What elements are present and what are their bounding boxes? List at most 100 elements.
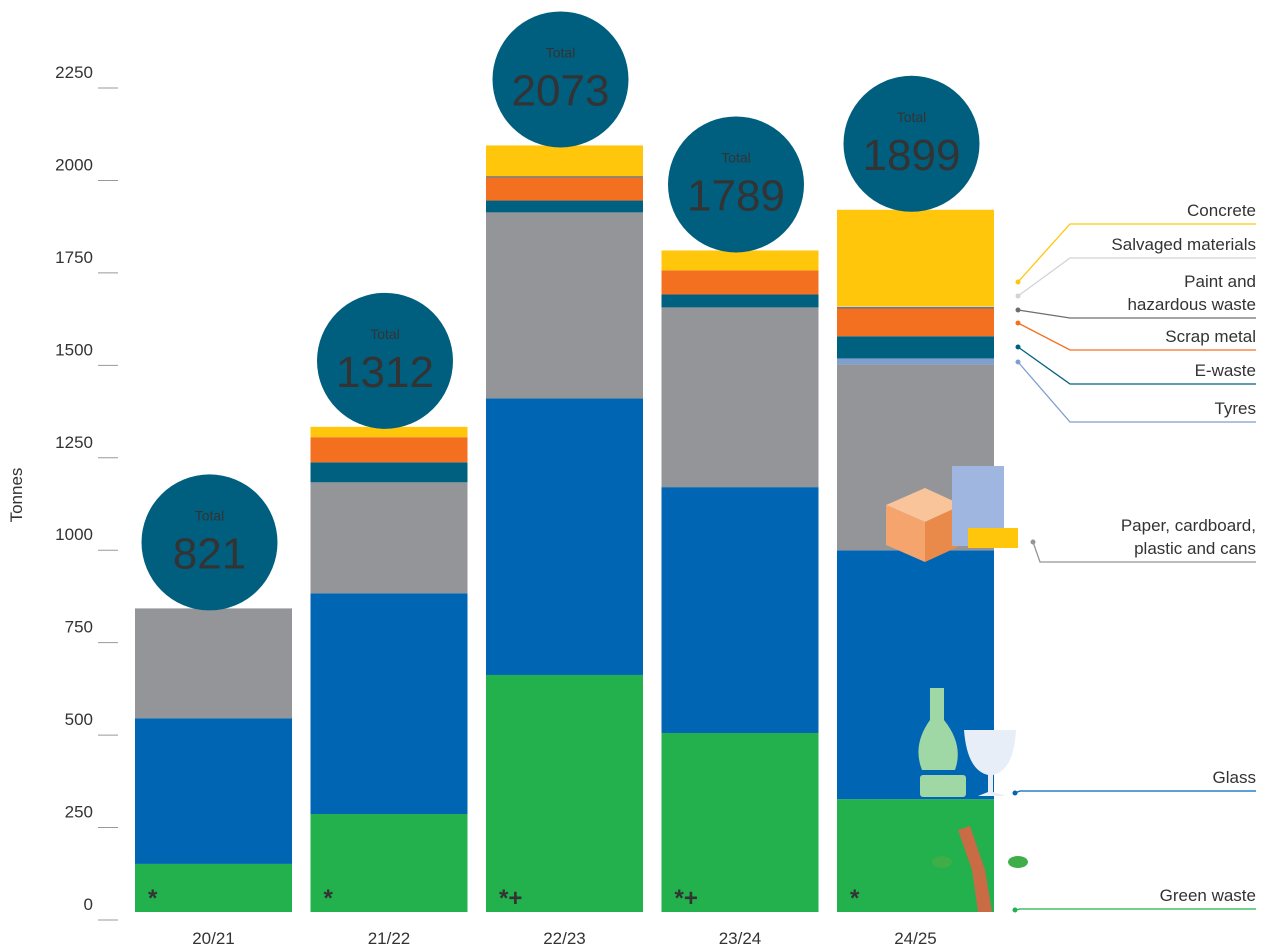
bar-segment — [135, 863, 292, 912]
total-badge — [492, 11, 629, 148]
bar-segment — [135, 608, 292, 719]
total-badge — [668, 116, 804, 253]
bar-segment — [837, 336, 994, 359]
bar-segment — [837, 307, 994, 309]
y-tick-label: 2250 — [55, 63, 93, 82]
y-tick-label: 500 — [65, 710, 93, 729]
total-badge — [141, 474, 278, 611]
legend-dot — [1015, 320, 1021, 326]
bar-segment — [661, 294, 819, 308]
total-caption: Total — [370, 326, 400, 342]
leaf-icon — [932, 856, 952, 868]
legend-label: Tyres — [1214, 399, 1256, 418]
total-caption: Total — [546, 44, 576, 60]
bar-segment — [310, 462, 468, 483]
bar-segment — [486, 398, 643, 675]
x-tick-label: 20/21 — [192, 929, 235, 948]
x-tick-label: 21/22 — [368, 929, 411, 948]
legend-label: Salvaged materials — [1111, 235, 1256, 254]
bar-segment — [486, 145, 643, 177]
bar-segment — [661, 733, 819, 912]
footnote-mark: * — [850, 885, 860, 912]
y-tick-label: 250 — [65, 803, 93, 822]
bar-segment — [135, 718, 292, 864]
bar-segment — [837, 308, 994, 337]
x-tick-label: 22/23 — [543, 929, 586, 948]
legend-leader — [1017, 346, 1256, 385]
footnote-mark: * — [148, 885, 158, 912]
bar-segment — [486, 176, 643, 178]
legend-leader — [1017, 361, 1256, 423]
legend-label: Scrap metal — [1165, 327, 1256, 346]
legend-leader — [1017, 257, 1256, 297]
footnote-mark: * — [324, 885, 334, 912]
footnote-mark: *+ — [499, 885, 522, 912]
y-tick-label: 1250 — [55, 433, 93, 452]
icons — [886, 466, 1028, 912]
bar-segment — [310, 593, 468, 815]
legend-dot — [1015, 359, 1021, 365]
total-value: 1899 — [863, 131, 961, 180]
bar-segment — [310, 437, 468, 463]
bar-segment — [837, 209, 994, 307]
leaf-icon — [1008, 856, 1028, 868]
bar-segment — [837, 550, 994, 800]
bar-segment — [837, 306, 994, 308]
legend-leader — [1014, 790, 1256, 794]
y-tick-label: 1750 — [55, 248, 93, 267]
total-value: 1312 — [336, 348, 434, 397]
total-badge — [317, 292, 453, 429]
bar-segment — [486, 674, 643, 912]
x-tick-label: 24/25 — [894, 929, 937, 948]
bar-segment — [310, 482, 468, 594]
legend-leader — [1017, 223, 1256, 283]
y-tick-label: 1000 — [55, 525, 93, 544]
y-tick-label: 0 — [84, 895, 93, 914]
total-value: 821 — [173, 529, 246, 578]
bar-segment — [661, 487, 819, 734]
bar-segment — [486, 177, 643, 201]
legend-dot — [1030, 539, 1036, 545]
legend-dot — [1015, 293, 1021, 299]
legend-dot — [1012, 790, 1018, 796]
legend-leader — [1017, 322, 1256, 351]
legend-dot — [1015, 307, 1021, 313]
legend-leader — [1014, 908, 1256, 911]
y-tick-label: 750 — [65, 618, 93, 637]
bottle-base — [920, 775, 966, 797]
glass-icon — [964, 730, 1016, 796]
legend-dot — [1015, 344, 1021, 350]
box-icon — [886, 488, 962, 522]
bar-segment — [661, 270, 819, 295]
total-caption: Total — [721, 149, 751, 165]
legend-label: Green waste — [1159, 886, 1256, 905]
box-icon — [886, 505, 925, 562]
bottle-icon — [918, 688, 958, 770]
can-icon — [968, 528, 1018, 548]
legend-dot — [1015, 279, 1021, 285]
total-value: 2073 — [512, 66, 610, 115]
bar-segment — [661, 250, 819, 271]
legend-leader — [1017, 309, 1256, 319]
y-axis-label: Tonnes — [7, 468, 26, 523]
total-badge — [843, 75, 980, 212]
bar-segment — [310, 814, 468, 912]
x-tick-label: 23/24 — [719, 929, 762, 948]
total-caption: Total — [195, 507, 225, 523]
y-tick-label: 2000 — [55, 155, 93, 174]
y-tick-label: 1500 — [55, 340, 93, 359]
bar-segment — [661, 307, 819, 488]
legend-label: Glass — [1212, 768, 1256, 787]
branch-icon — [958, 826, 992, 912]
bar-segment — [837, 358, 994, 365]
legend-dot — [1012, 907, 1018, 913]
bar-segment — [486, 212, 643, 399]
legend-label: E-waste — [1194, 361, 1256, 380]
total-caption: Total — [897, 109, 927, 125]
legend-label: Paint and hazardous waste — [1127, 272, 1256, 314]
legend-label: Paper, cardboard, plastic and cans — [1120, 516, 1256, 558]
legend-leader — [1032, 541, 1256, 563]
bar-segment — [310, 426, 468, 438]
